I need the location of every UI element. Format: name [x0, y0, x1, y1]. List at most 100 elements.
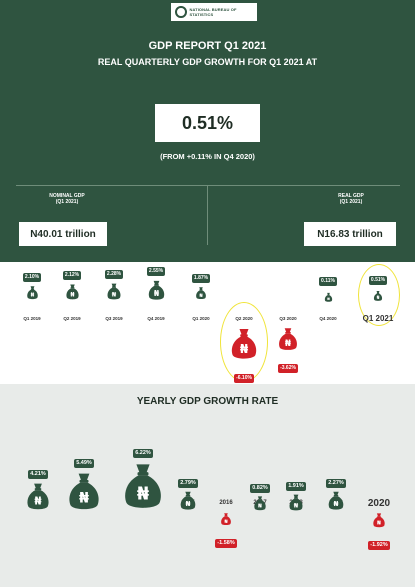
report-title: GDP REPORT Q1 2021 — [148, 40, 267, 52]
money-bag: ₦ — [311, 490, 361, 516]
nbs-logo: NATIONAL BUREAU OF STATISTICS — [171, 3, 257, 21]
quarterly-value: -6.10% — [234, 373, 254, 383]
yearly-item: 4.21% ₦ — [13, 462, 63, 516]
yearly-title: YEARLY GDP GROWTH RATE — [136, 396, 279, 407]
money-bag-icon: ₦ — [196, 287, 206, 300]
nbs-logo-icon — [175, 6, 187, 18]
yearly-item: 0.82% ₦ — [235, 476, 285, 516]
yearly-value: 5.49% — [74, 458, 94, 468]
money-bag-icon: ₦ — [231, 329, 257, 359]
yearly-section: YEARLY GDP GROWTH RATE 20124.21% ₦ 20135… — [0, 384, 415, 587]
money-bag: ₦ — [13, 481, 63, 516]
quarterly-value: 0.11% — [319, 277, 337, 286]
quarterly-period: Q2 2019 — [63, 316, 81, 321]
svg-text:₦: ₦ — [377, 521, 381, 527]
svg-text:₦: ₦ — [199, 293, 203, 299]
yearly-item: 5.49% ₦ — [59, 451, 109, 516]
quarterly-item: 2.12% ₦ — [52, 263, 92, 305]
quarterly-period: Q3 2020 — [279, 316, 297, 321]
quarterly-item: ₦ -6.10% — [222, 326, 266, 384]
money-bag-icon: ₦ — [148, 280, 164, 300]
svg-text:₦: ₦ — [185, 499, 190, 508]
yearly-item: 1.91% ₦ — [271, 474, 321, 516]
money-bag: ₦ — [235, 495, 285, 516]
money-bag: ₦ — [358, 288, 398, 306]
yearly-value: 2.79% — [178, 479, 198, 489]
svg-text:₦: ₦ — [240, 342, 249, 356]
svg-text:₦: ₦ — [285, 339, 291, 349]
svg-text:₦: ₦ — [294, 501, 299, 509]
quarterly-item: 2.55% ₦ — [136, 259, 176, 306]
report-subtitle: REAL QUARTERLY GDP GROWTH FOR Q1 2021 AT — [97, 57, 318, 67]
quarterly-value: 2.12% — [62, 271, 82, 280]
yearly-year: 2020 — [367, 498, 391, 509]
yearly-item: 2.79% ₦ — [163, 471, 213, 516]
money-bag-icon: ₦ — [328, 492, 344, 510]
svg-text:₦: ₦ — [137, 485, 149, 505]
logo-text: NATIONAL BUREAU OF STATISTICS — [189, 7, 237, 17]
money-bag: ₦ — [59, 470, 109, 516]
quarterly-item: 2.10% ₦ — [12, 265, 52, 305]
quarterly-item: 2.28% ₦ — [94, 262, 134, 305]
quarterly-value: 1.87% — [191, 274, 211, 283]
quarterly-period: Q1 2021 — [362, 314, 394, 323]
quarterly-value: 0.51% — [368, 276, 388, 285]
money-bag-icon: ₦ — [279, 328, 297, 350]
money-bag: ₦ — [94, 282, 134, 305]
quarterly-period: Q4 2019 — [147, 316, 165, 321]
money-bag-icon: ₦ — [254, 496, 266, 511]
svg-text:₦: ₦ — [258, 503, 262, 509]
money-bag-icon: ₦ — [373, 513, 385, 528]
money-bag: ₦ — [271, 493, 321, 516]
nominal-gdp-value: N40.01 trillion — [19, 222, 107, 246]
nominal-gdp-period: (Q1 2021) — [55, 199, 79, 205]
svg-text:₦: ₦ — [112, 290, 117, 298]
real-gdp-period: (Q1 2021) — [339, 199, 363, 205]
svg-text:₦: ₦ — [153, 289, 159, 298]
svg-text:₦: ₦ — [70, 292, 75, 299]
quarterly-value: -3.62% — [278, 364, 298, 374]
quarterly-period: Q1 2020 — [192, 316, 210, 321]
divider-horizontal — [16, 185, 400, 186]
money-bag: ₦ — [163, 490, 213, 516]
nominal-gdp-title: NOMINAL GDP — [49, 193, 85, 199]
real-gdp-value: N16.83 trillion — [304, 222, 396, 246]
yearly-item: ₦ -1.92% — [357, 512, 401, 551]
money-bag-icon: ₦ — [180, 492, 196, 510]
quarterly-value: 2.10% — [22, 273, 42, 282]
money-bag-icon: ₦ — [65, 284, 79, 300]
money-bag-icon: ₦ — [107, 283, 121, 300]
headline-note: (FROM +0.11% IN Q4 2020) — [160, 152, 255, 161]
yearly-value: 6.22% — [133, 449, 153, 459]
yearly-value: 0.82% — [250, 483, 270, 493]
yearly-value: 4.21% — [28, 470, 48, 480]
svg-text:₦: ₦ — [224, 519, 228, 525]
money-bag: ₦ — [52, 283, 92, 305]
highlight-ring-q1-2021 — [358, 264, 400, 326]
quarterly-value: 2.28% — [104, 270, 124, 279]
quarterly-period: Q4 2020 — [319, 316, 337, 321]
money-bag-icon: ₦ — [27, 483, 49, 510]
money-bag: ₦ — [136, 279, 176, 306]
yearly-item: ₦ -1.58% — [204, 512, 248, 549]
real-gdp-title: REAL GDP — [338, 193, 364, 199]
money-bag-icon: ₦ — [324, 292, 332, 302]
money-bag: ₦ — [118, 460, 168, 516]
svg-text:₦: ₦ — [327, 297, 330, 301]
svg-text:₦: ₦ — [333, 499, 338, 508]
money-bag: ₦ — [181, 286, 221, 305]
money-bag: ₦ — [204, 512, 248, 531]
money-bag: ₦ — [266, 326, 310, 356]
divider-vertical — [207, 185, 208, 245]
yearly-value: 2.27% — [326, 479, 346, 489]
money-bag-icon: ₦ — [125, 464, 161, 509]
money-bag-icon: ₦ — [373, 290, 383, 301]
quarterly-period: Q3 2019 — [105, 316, 123, 321]
quarterly-item: 0.11% ₦ — [308, 269, 348, 307]
quarterly-period: Q2 2020 — [235, 316, 253, 321]
money-bag-icon: ₦ — [289, 494, 303, 510]
quarterly-item: 1.87% ₦ — [181, 266, 221, 305]
yearly-value: 1.91% — [286, 481, 306, 491]
quarterly-item: 0.51% ₦ — [358, 268, 398, 306]
money-bag-icon: ₦ — [221, 513, 231, 526]
